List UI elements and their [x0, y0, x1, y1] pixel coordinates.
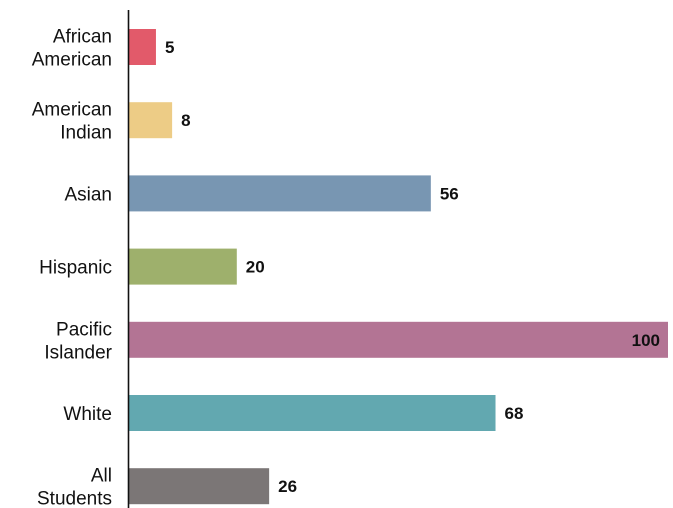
category-label-line: African: [53, 27, 112, 48]
category-label-line: American: [32, 100, 112, 121]
category-label-3: Hispanic: [39, 258, 112, 279]
category-label-line: White: [63, 404, 112, 425]
category-label-line: All: [91, 466, 112, 487]
value-label-0: 5: [165, 38, 174, 57]
category-label-line: American: [32, 50, 112, 71]
category-label-line: Students: [37, 489, 112, 508]
bar-6: [129, 468, 270, 505]
value-label-2: 56: [440, 184, 459, 203]
value-label-5: 68: [505, 404, 524, 423]
category-label-line: Hispanic: [39, 258, 112, 279]
category-label-line: Indian: [60, 123, 112, 144]
bar-5: [129, 395, 496, 431]
bar-0: [129, 29, 156, 65]
category-label-line: Asian: [64, 184, 112, 205]
bar-3: [129, 248, 237, 285]
bar-4: [129, 321, 668, 358]
bars-group: [129, 29, 668, 505]
value-labels-group: 5 8 56 20 100 68 26: [165, 38, 660, 496]
category-label-line: Islander: [44, 342, 112, 363]
category-label-1: American Indian: [32, 100, 112, 144]
value-label-1: 8: [181, 111, 190, 130]
value-label-4: 100: [632, 331, 660, 350]
category-label-4: Pacific Islander: [44, 319, 112, 363]
bar-2: [129, 175, 431, 212]
category-label-2: Asian: [64, 184, 112, 205]
category-label-0: African American: [32, 27, 112, 71]
bar-1: [129, 102, 173, 139]
category-label-5: White: [63, 404, 112, 425]
category-label-6: All Students: [37, 466, 112, 508]
value-label-3: 20: [246, 258, 265, 277]
category-label-line: Pacific: [56, 319, 112, 340]
value-label-6: 26: [278, 477, 297, 496]
